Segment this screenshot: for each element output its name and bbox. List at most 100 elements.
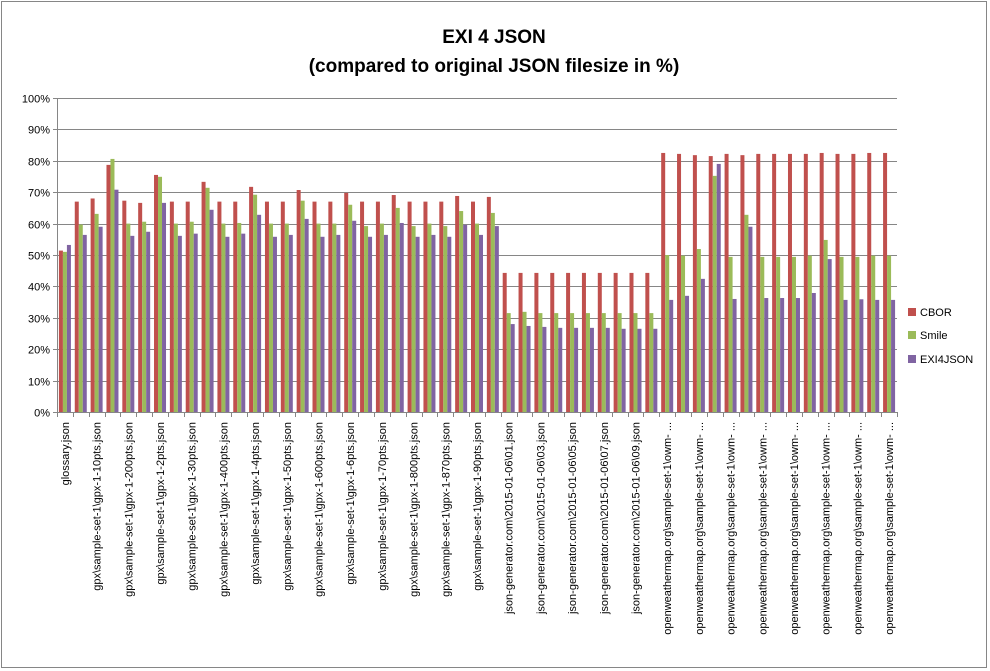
y-tick-label: 60% — [28, 220, 50, 232]
bar-smile — [411, 226, 416, 412]
bar-smile — [78, 224, 83, 412]
bar-cbor — [550, 272, 555, 412]
bar-cbor — [423, 201, 428, 412]
x-category-label: openweathermap.org\sample-set-1\owm- ... — [726, 422, 738, 635]
bar-cbor — [312, 201, 317, 412]
bar-cbor — [185, 201, 190, 412]
bar-smile — [665, 255, 670, 412]
subtitle-text: (compared to original JSON filesize in %… — [309, 56, 680, 77]
bar-smile — [570, 313, 575, 412]
y-tick-label: 0% — [34, 408, 50, 420]
bar-smile — [142, 221, 147, 412]
bar-exi4json — [859, 299, 864, 412]
x-category-label: gpx\sample-set-1\gpx-1-800pts.json — [409, 422, 421, 597]
y-axis: 0% 10% 20% 30% 40% 50% 60% 70% 80% 90% 100% — [22, 94, 58, 420]
bar-smile — [221, 223, 226, 412]
chart-title: EXI 4 JSON (compared to original JSON fi… — [309, 27, 680, 77]
y-tick-label: 100% — [22, 94, 50, 106]
bar-cbor — [138, 202, 143, 412]
bar-exi4json — [130, 235, 135, 412]
bar-exi4json — [748, 226, 753, 412]
bar-exi4json — [574, 327, 579, 412]
bar-smile — [760, 256, 765, 412]
x-category-label: gpx\sample-set-1\gpx-1-200pts.json — [123, 422, 135, 597]
bar-smile — [538, 313, 543, 412]
bar-smile — [173, 223, 178, 412]
x-axis: glossary.json gpx\sample-set-1\gpx-1-10pt… — [57, 412, 898, 635]
y-tick-label: 10% — [28, 377, 50, 389]
bar-smile — [205, 187, 210, 412]
y-tick-label: 70% — [28, 188, 50, 200]
bar-exi4json — [510, 324, 515, 412]
bar-smile — [332, 223, 337, 412]
x-category-label: openweathermap.org\sample-set-1\owm- ... — [662, 422, 674, 635]
x-category-label: openweathermap.org\sample-set-1\owm- ... — [757, 422, 769, 635]
bar-smile — [633, 313, 638, 412]
bar-exi4json — [272, 236, 277, 412]
bar-exi4json — [257, 214, 262, 412]
bar-cbor — [233, 201, 238, 412]
bar-cbor — [154, 174, 159, 412]
bar-cbor — [169, 201, 174, 412]
bar-exi4json — [811, 292, 816, 412]
bar-cbor — [280, 201, 285, 412]
bar-exi4json — [98, 226, 103, 412]
x-category-label: gpx\sample-set-1\gpx-1-30pts.json — [187, 422, 199, 591]
bar-cbor — [708, 156, 713, 412]
x-category-label: openweathermap.org\sample-set-1\owm- ... — [852, 422, 864, 635]
bar-smile — [887, 255, 892, 412]
bar-exi4json — [304, 218, 309, 412]
bar-cbor — [835, 153, 840, 412]
bar-exi4json — [685, 295, 690, 412]
bar-smile — [189, 221, 194, 412]
bar-cbor — [597, 272, 602, 412]
x-category-label: json-generator.com\2015-01-06\01.json — [504, 422, 516, 615]
bar-smile — [364, 226, 369, 412]
bar-exi4json — [669, 299, 674, 412]
bar-smile — [427, 223, 432, 412]
bar-cbor — [74, 201, 79, 412]
bar-exi4json — [431, 234, 436, 412]
bar-cbor — [471, 201, 475, 412]
bar-smile — [300, 200, 305, 412]
title-text: EXI 4 JSON — [442, 27, 546, 48]
bar-exi4json — [193, 233, 198, 412]
bar-exi4json — [447, 236, 452, 412]
bar-cbor — [201, 181, 206, 412]
bar-smile — [617, 313, 622, 412]
bar-smile — [94, 213, 99, 412]
bar-smile — [237, 222, 242, 412]
x-category-label: gpx\sample-set-1\gpx-1-400pts.json — [218, 422, 230, 597]
bar-smile — [379, 223, 384, 412]
bar-cbor — [502, 272, 507, 412]
bar-smile — [284, 223, 289, 412]
bar-cbor — [661, 152, 666, 412]
bar-exi4json — [780, 298, 785, 412]
bar-smile — [712, 175, 717, 412]
bar-cbor — [566, 272, 571, 412]
bar-smile — [855, 256, 860, 412]
bar-exi4json — [732, 298, 737, 412]
bar-cbor — [90, 198, 95, 412]
y-tick-label: 40% — [28, 282, 50, 294]
bar-cbor — [249, 186, 254, 412]
bar-cbor — [851, 153, 856, 412]
y-tick-label: 80% — [28, 157, 50, 169]
x-category-label: json-generator.com\2015-01-06\09.json — [631, 422, 643, 615]
bar-cbor — [391, 195, 396, 412]
x-category-label: gpx\sample-set-1\gpx-1-6pts.json — [345, 422, 357, 585]
bar-cbor — [534, 272, 539, 412]
x-category-label: openweathermap.org\sample-set-1\owm- ... — [821, 422, 833, 635]
bar-smile — [253, 194, 258, 412]
bar-exi4json — [177, 235, 182, 412]
bar-cbor — [217, 201, 222, 412]
bar-cbor — [692, 155, 697, 412]
legend-label: Smile — [920, 330, 948, 342]
x-category-label: gpx\sample-set-1\gpx-1-50pts.json — [282, 422, 294, 591]
bar-smile — [681, 255, 686, 412]
y-tick-label: 30% — [28, 314, 50, 326]
bar-exi4json — [891, 299, 896, 412]
bar-cbor — [296, 190, 301, 412]
bar-exi4json — [875, 299, 880, 412]
